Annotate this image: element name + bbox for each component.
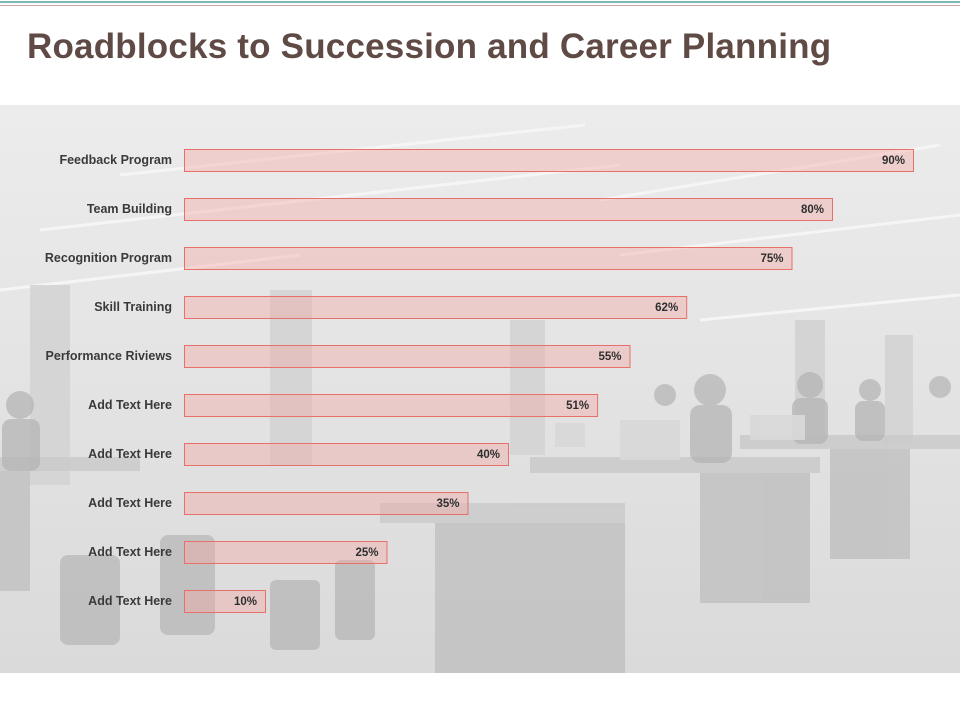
- value-label: 80%: [801, 204, 824, 216]
- bar: [184, 590, 266, 613]
- bar: [184, 149, 914, 172]
- bar: [184, 296, 688, 319]
- value-label: 35%: [436, 498, 459, 510]
- value-label: 62%: [655, 302, 678, 314]
- category-label: Add Text Here: [88, 447, 172, 461]
- bar: [184, 247, 793, 270]
- bar: [184, 541, 388, 564]
- value-label: 55%: [598, 351, 621, 363]
- category-label: Add Text Here: [88, 496, 172, 510]
- category-label: Team Building: [87, 202, 172, 216]
- category-label: Skill Training: [94, 300, 172, 314]
- bar: [184, 198, 833, 221]
- value-label: 10%: [234, 596, 257, 608]
- value-label: 25%: [355, 547, 378, 559]
- value-label: 40%: [477, 449, 500, 461]
- bar: [184, 394, 599, 417]
- top-accent-rule-thin: [0, 5, 960, 6]
- bar: [184, 443, 509, 466]
- value-label: 51%: [566, 400, 589, 412]
- office-background-photo: [0, 105, 960, 673]
- category-label: Performance Riviews: [46, 349, 172, 363]
- value-label: 75%: [760, 253, 783, 265]
- office-photo-illustration: [0, 123, 960, 673]
- category-label: Recognition Program: [45, 251, 172, 265]
- slide-title: Roadblocks to Succession and Career Plan…: [27, 27, 832, 66]
- category-label: Add Text Here: [88, 398, 172, 412]
- bar: [184, 492, 469, 515]
- value-label: 90%: [882, 155, 905, 167]
- category-label: Add Text Here: [88, 545, 172, 559]
- category-label: Add Text Here: [88, 594, 172, 608]
- top-accent-rule: [0, 1, 960, 3]
- category-label: Feedback Program: [59, 153, 172, 167]
- bar: [184, 345, 631, 368]
